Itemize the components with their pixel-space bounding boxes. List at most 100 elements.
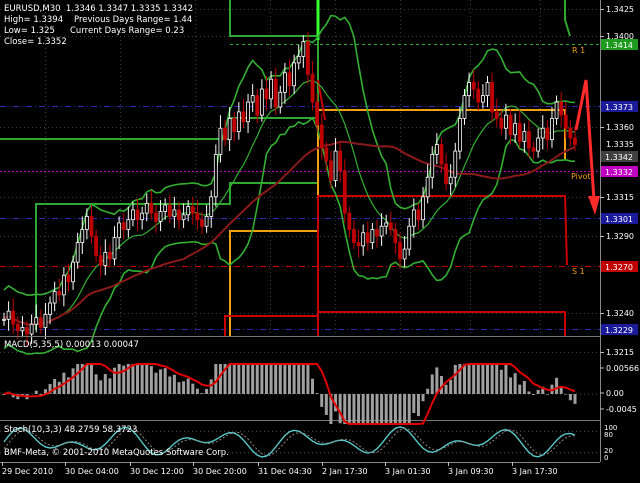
candle-body [408, 226, 411, 249]
candle-body [362, 233, 365, 246]
candle-body [518, 123, 521, 141]
candle-body [375, 230, 378, 237]
macd-tick-label: 0.00 [606, 389, 624, 398]
price-badge-label: 1.3229 [605, 326, 633, 335]
macd-histogram-bar [136, 364, 139, 394]
macd-histogram-bar [145, 364, 148, 394]
macd-histogram-bar [352, 394, 355, 424]
time-tick-label: 3 Jan 09:30 [448, 467, 494, 476]
macd-histogram-bar [177, 382, 180, 394]
candle-body [509, 115, 512, 135]
candle-body [53, 292, 56, 303]
high-label: High= 1.3394 [4, 15, 63, 25]
candle-body [329, 161, 332, 181]
candle-body [274, 79, 277, 107]
candle-body [201, 220, 204, 227]
macd-histogram-bar [210, 379, 213, 394]
low-label: Low= 1.325 [4, 26, 55, 36]
macd-histogram-bar [495, 364, 498, 394]
candle-body [564, 115, 567, 128]
candle-body [504, 115, 507, 128]
candle-body [394, 230, 397, 243]
macd-histogram-bar [422, 394, 425, 401]
macd-histogram-bar [468, 364, 471, 394]
price-badge-label: 1.3373 [605, 103, 633, 112]
candle-body [247, 102, 250, 122]
candle-body [514, 123, 517, 134]
candle-body [7, 311, 10, 319]
price-axis[interactable]: 1.34251.34001.33601.33151.32901.32401.32… [600, 5, 638, 357]
time-tick-label: 3 Jan 17:30 [512, 467, 558, 476]
candle-body [357, 243, 360, 246]
macd-histogram-bar [76, 364, 79, 394]
macd-histogram-bar [297, 364, 300, 394]
candle-body [187, 207, 190, 215]
macd-histogram-bar [426, 389, 429, 394]
candle-body [49, 303, 52, 314]
candle-body [449, 177, 452, 184]
macd-histogram-bar [316, 393, 319, 394]
macd-label: MACD(5,35,5) 0.00013 0.00047 [4, 340, 139, 350]
candle-body [39, 318, 42, 328]
candle-body [256, 96, 259, 116]
macd-histogram-bar [279, 364, 282, 394]
symbol-ohlc: EURUSD,M30 1.3346 1.3347 1.3335 1.3342 [4, 4, 193, 14]
candle-body [339, 151, 342, 171]
macd-histogram-bar [375, 394, 378, 424]
macd-histogram-bar [247, 364, 250, 394]
macd-histogram-bar [366, 394, 369, 424]
macd-histogram-bar [274, 364, 277, 394]
candle-body [500, 118, 503, 128]
macd-histogram-bar [574, 394, 577, 404]
macd-histogram-bar [325, 394, 328, 415]
candle-body [550, 118, 553, 139]
candle-body [145, 203, 148, 213]
candle-body [454, 151, 457, 177]
macd-histogram-bar [385, 394, 388, 424]
macd-histogram-bar [463, 364, 466, 394]
candle-body [574, 138, 577, 145]
macd-histogram-bar [265, 364, 268, 394]
candle-body [210, 197, 213, 217]
macd-histogram-bar [85, 364, 88, 394]
candle-body [288, 73, 291, 86]
macd-histogram-bar [514, 373, 517, 394]
candle-body [486, 83, 489, 96]
stoch-tick-label: 80 [604, 431, 613, 439]
candle-body [477, 89, 480, 102]
candle-body [491, 83, 494, 112]
macd-histogram-bar [311, 379, 314, 394]
time-tick-label: 30 Dec 20:00 [193, 467, 247, 476]
macd-histogram-bar [532, 394, 535, 395]
macd-histogram-bar [348, 394, 351, 424]
macd-histogram-bar [201, 393, 204, 394]
macd-histogram-bar [339, 394, 342, 423]
candle-body [546, 128, 549, 139]
macd-histogram-bar [168, 376, 171, 394]
price-badge-label: 1.3301 [605, 215, 633, 224]
candle-body [99, 256, 102, 266]
macd-histogram-bar [399, 394, 402, 424]
candle-body [224, 128, 227, 139]
candle-body [108, 252, 111, 259]
price-tick-label: 1.3240 [606, 309, 634, 318]
current-days-range: Current Days Range= 0.23 [70, 26, 184, 36]
candle-body [159, 212, 162, 222]
candle-body [16, 324, 19, 331]
candle-body [12, 311, 15, 324]
macd-histogram-bar [417, 394, 420, 416]
candle-body [90, 216, 93, 236]
candle-body [131, 210, 134, 220]
macd-histogram-bar [394, 394, 397, 424]
time-tick-label: 29 Dec 2010 [2, 467, 53, 476]
candle-body [343, 171, 346, 213]
macd-histogram-bar [403, 394, 406, 424]
macd-histogram-bar [164, 368, 167, 394]
candle-body [30, 324, 33, 334]
macd-histogram-bar [380, 394, 383, 424]
candle-body [233, 118, 236, 131]
